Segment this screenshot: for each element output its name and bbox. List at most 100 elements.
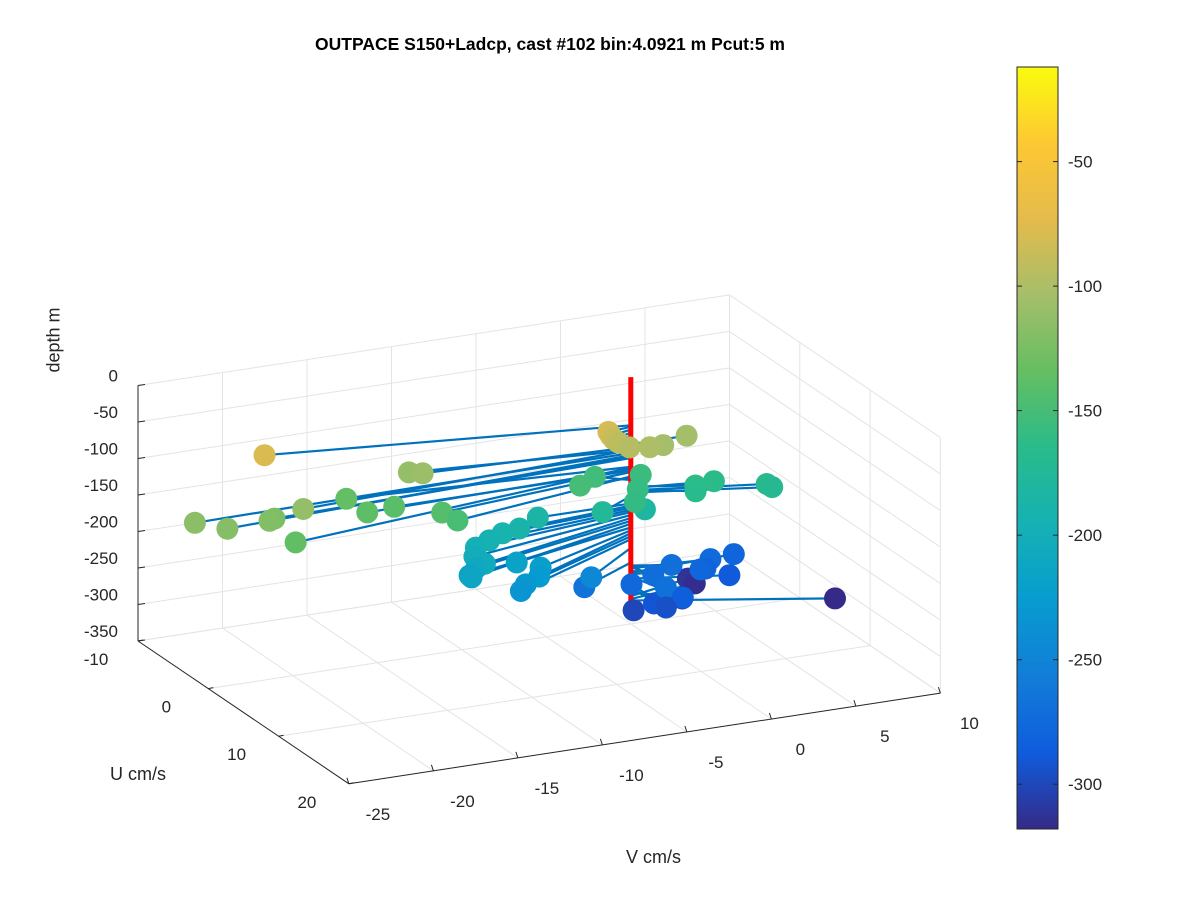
depth-tick [137, 384, 146, 386]
colorbar-tick-label: -300 [1068, 775, 1102, 794]
chart-title: OUTPACE S150+Ladcp, cast #102 bin:4.0921… [315, 34, 785, 54]
grid-line [729, 513, 941, 658]
grid-line [391, 601, 603, 746]
data-point [689, 558, 712, 581]
v-tick-label: 0 [796, 740, 805, 759]
u-tick [278, 734, 284, 737]
depth-tick-label: -100 [84, 440, 118, 459]
grid-line [560, 575, 772, 720]
grid-line [475, 588, 688, 733]
grid-line [729, 294, 941, 439]
velocity-stem [408, 449, 631, 474]
data-point [824, 587, 846, 610]
velocity-stem [476, 519, 632, 569]
v-axis-line [348, 692, 941, 785]
data-point [622, 599, 645, 622]
data-point [654, 576, 677, 599]
velocity-stem [346, 465, 631, 500]
data-point [569, 474, 592, 497]
colorbar-tick-label: -150 [1068, 402, 1102, 421]
colorbar-tick-label: -200 [1068, 526, 1102, 545]
data-point [722, 543, 745, 566]
v-tick-label: -15 [535, 779, 560, 798]
data-point [618, 436, 641, 459]
grid-line [729, 476, 941, 621]
v-tick [684, 725, 688, 733]
colorbar-tick-label: -100 [1068, 277, 1102, 296]
v-tick-label: -10 [619, 766, 644, 785]
colorbar-tick-label: -50 [1068, 153, 1093, 172]
depth-tick-label: -250 [84, 549, 118, 568]
grid-line [278, 645, 871, 737]
data-point [684, 480, 707, 503]
data-point [284, 531, 307, 554]
depth-tick-label: -350 [84, 622, 118, 641]
u-tick [348, 782, 354, 785]
grid-line [644, 562, 857, 707]
data-point [460, 566, 483, 589]
data-point [183, 511, 206, 534]
v-tick [853, 699, 857, 707]
grid-line [729, 440, 941, 585]
data-point [505, 551, 528, 574]
data-point [292, 498, 315, 520]
depth-tick [137, 603, 146, 605]
v-tick [515, 751, 519, 759]
depth-tick-label: -150 [84, 476, 118, 495]
u-tick [137, 639, 144, 642]
data-point [718, 564, 741, 587]
data-point [258, 509, 281, 532]
depth-tick [137, 493, 146, 496]
velocity-stem [538, 532, 632, 578]
data-point [624, 491, 646, 513]
data-point [591, 501, 614, 524]
depth-tick-label: 0 [109, 367, 118, 386]
v-tick-label: -20 [450, 792, 475, 811]
velocity-stem [274, 457, 631, 520]
data-point [526, 506, 549, 529]
velocity-stem [516, 526, 632, 564]
data-point [411, 462, 434, 485]
depth-tick [137, 566, 146, 569]
data-point [580, 566, 603, 589]
depth-tick-label: -200 [84, 513, 118, 532]
grid-line [729, 330, 941, 475]
data-point [253, 444, 276, 467]
u-tick-label: 0 [162, 698, 171, 717]
v-tick [599, 738, 603, 746]
grid-line [137, 294, 730, 386]
grid-line [222, 627, 434, 772]
grid-line [137, 330, 730, 423]
depth-tick-label: -50 [93, 403, 118, 422]
data-point [702, 470, 725, 493]
data-point [675, 424, 698, 447]
v-tick [430, 764, 434, 771]
velocity-stem [540, 529, 632, 569]
grid-line [208, 597, 800, 690]
data-point [620, 573, 643, 596]
data-point [654, 596, 677, 619]
u-tick-label: 10 [227, 745, 246, 764]
u-axis-label: U cm/s [110, 764, 166, 784]
grid-line [729, 549, 941, 694]
data-point [446, 509, 469, 532]
grid-line [306, 614, 519, 759]
depth-tick [137, 530, 146, 532]
data-point [671, 586, 694, 609]
data-point [638, 436, 661, 459]
data-point [216, 517, 239, 540]
data-point [508, 517, 531, 540]
v-tick [346, 777, 350, 784]
data-point [660, 554, 683, 576]
v-tick-label: 5 [880, 727, 889, 746]
data-point [509, 580, 532, 602]
colorbar-tick-label: -250 [1068, 651, 1102, 670]
depth-tick [137, 457, 146, 459]
v-axis-label: V cm/s [626, 847, 682, 867]
depth-tick-label: -300 [84, 586, 118, 605]
v-tick-label: 10 [960, 714, 979, 733]
u-axis-line [137, 640, 350, 785]
data-point [335, 487, 358, 510]
velocity-stem [264, 424, 631, 457]
grid-line [729, 367, 941, 512]
